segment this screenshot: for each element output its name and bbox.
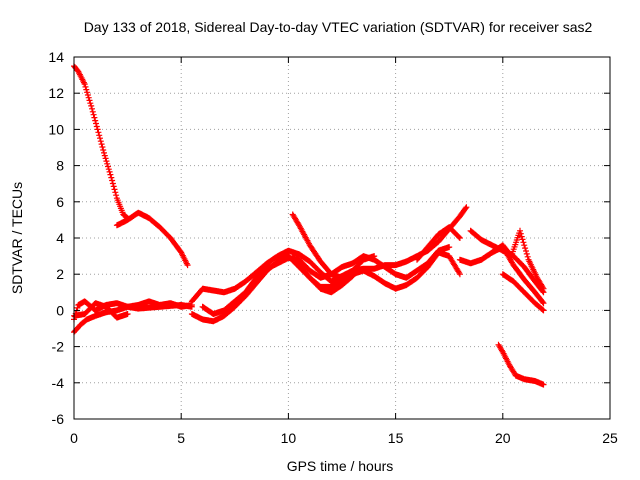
series-early-high-tail <box>113 209 191 269</box>
x-axis-label: GPS time / hours <box>287 458 394 474</box>
series-mid-low-branch <box>289 253 356 296</box>
series-late-bump <box>414 224 463 263</box>
series-markers <box>414 224 463 263</box>
series-markers <box>489 227 547 292</box>
series-late-band-d <box>499 271 547 314</box>
y-tick-label: 6 <box>56 194 64 210</box>
y-tick-label: 4 <box>56 230 64 246</box>
series-markers <box>289 211 378 281</box>
y-tick-label: -6 <box>52 411 65 427</box>
x-tick-label: 5 <box>177 430 185 446</box>
y-tick-label: -4 <box>52 375 65 391</box>
series-markers <box>499 271 547 314</box>
x-tick-label: 20 <box>495 430 511 446</box>
x-tick-label: 0 <box>70 430 78 446</box>
y-tick-label: 14 <box>48 49 64 65</box>
y-tick-label: 12 <box>48 85 64 101</box>
y-tick-label: -2 <box>52 339 65 355</box>
x-tick-label: 10 <box>281 430 297 446</box>
series-markers <box>495 341 547 388</box>
series-late-band-c <box>489 227 547 292</box>
series-markers <box>289 253 356 296</box>
y-tick-label: 8 <box>56 158 64 174</box>
series-mid-peak-spike <box>289 211 378 281</box>
y-tick-label: 0 <box>56 302 64 318</box>
x-tick-label: 15 <box>388 430 404 446</box>
y-tick-label: 2 <box>56 266 64 282</box>
y-tick-label: 10 <box>48 121 64 137</box>
data-points <box>71 63 547 388</box>
x-tick-label: 25 <box>602 430 618 446</box>
y-axis-label: SDTVAR / TECUs <box>9 182 25 294</box>
series-markers <box>113 209 191 269</box>
axis-ticks: 0 5 10 15 20 25 -6 -4 -2 0 2 4 6 8 10 12 14 <box>48 49 618 446</box>
chart-title: Day 133 of 2018, Sidereal Day-to-day VTE… <box>84 19 593 35</box>
series-late-low <box>495 341 547 388</box>
